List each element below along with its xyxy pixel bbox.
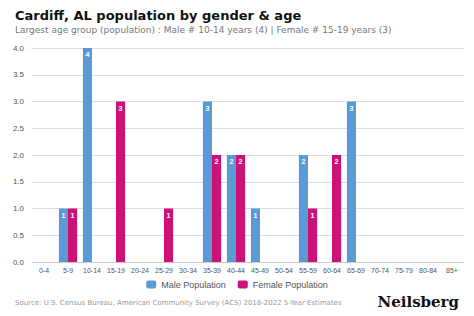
svg-text:1: 1 — [311, 212, 315, 219]
svg-text:40-44: 40-44 — [227, 267, 245, 274]
svg-text:0.5: 0.5 — [13, 231, 25, 240]
svg-text:25-29: 25-29 — [155, 267, 173, 274]
svg-text:1: 1 — [253, 212, 257, 219]
svg-text:45-49: 45-49 — [251, 267, 269, 274]
svg-text:4: 4 — [85, 51, 89, 58]
svg-text:2.5: 2.5 — [13, 124, 25, 133]
svg-text:3.5: 3.5 — [13, 70, 25, 79]
svg-text:50-54: 50-54 — [275, 267, 293, 274]
svg-text:Largest age group (population): Largest age group (population) : Male # … — [15, 25, 392, 35]
svg-text:2: 2 — [239, 158, 243, 165]
svg-text:1: 1 — [71, 212, 75, 219]
svg-text:2: 2 — [301, 158, 305, 165]
svg-text:1.5: 1.5 — [13, 177, 25, 186]
svg-text:3.0: 3.0 — [13, 97, 25, 106]
svg-text:20-24: 20-24 — [131, 267, 149, 274]
svg-text:2: 2 — [335, 158, 339, 165]
svg-text:Source: U.S. Census Bureau, Am: Source: U.S. Census Bureau, American Com… — [15, 299, 342, 307]
svg-text:2: 2 — [215, 158, 219, 165]
svg-text:75-79: 75-79 — [395, 267, 413, 274]
svg-text:1.0: 1.0 — [13, 204, 25, 213]
svg-text:3: 3 — [119, 105, 123, 112]
svg-text:70-74: 70-74 — [371, 267, 389, 274]
svg-text:5-9: 5-9 — [63, 267, 73, 274]
svg-text:85+: 85+ — [446, 267, 458, 274]
svg-text:4.0: 4.0 — [13, 44, 25, 53]
svg-text:65-69: 65-69 — [347, 267, 365, 274]
svg-text:Female Population: Female Population — [253, 280, 328, 290]
svg-text:1: 1 — [167, 212, 171, 219]
svg-text:10-14: 10-14 — [83, 267, 101, 274]
svg-text:Male Population: Male Population — [161, 280, 226, 290]
svg-text:15-19: 15-19 — [107, 267, 125, 274]
svg-text:2: 2 — [229, 158, 233, 165]
svg-text:30-34: 30-34 — [179, 267, 197, 274]
svg-text:35-39: 35-39 — [203, 267, 221, 274]
svg-text:Cardiff, AL population by gend: Cardiff, AL population by gender & age — [15, 8, 301, 23]
svg-text:60-64: 60-64 — [323, 267, 341, 274]
svg-text:80-84: 80-84 — [419, 267, 437, 274]
svg-text:Neilsberg: Neilsberg — [377, 293, 459, 311]
svg-text:55-59: 55-59 — [299, 267, 317, 274]
svg-text:2.0: 2.0 — [13, 151, 25, 160]
svg-text:3: 3 — [205, 105, 209, 112]
svg-text:0.0: 0.0 — [13, 258, 25, 267]
svg-text:0-4: 0-4 — [39, 267, 49, 274]
svg-text:3: 3 — [349, 105, 353, 112]
svg-text:1: 1 — [61, 212, 65, 219]
